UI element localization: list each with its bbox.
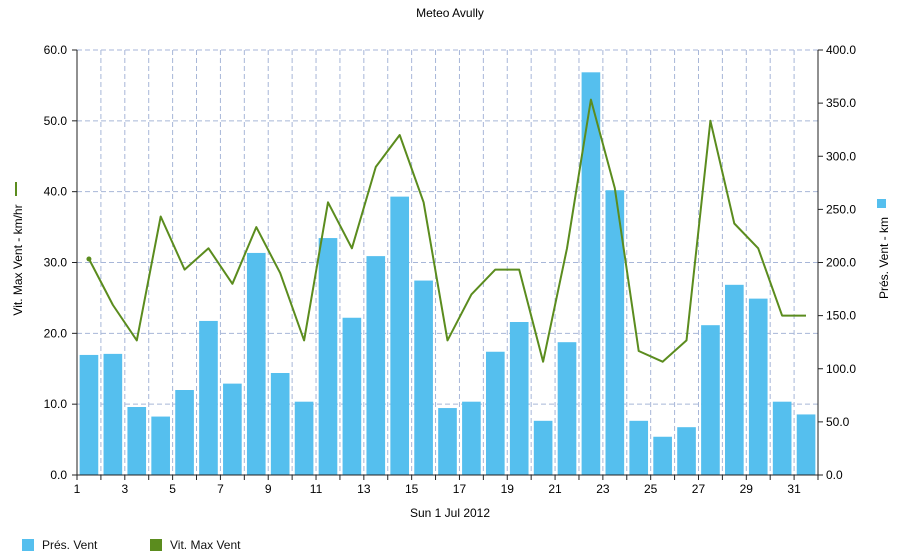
bar [246, 252, 266, 475]
y-axis-right-legend-mark [877, 199, 886, 208]
x-tick-label: 25 [644, 482, 658, 496]
y-right-tick-label: 300.0 [826, 149, 856, 163]
bar [725, 284, 744, 475]
y-left-tick-label: 50.0 [44, 114, 68, 128]
y-right-tick-label: 100.0 [826, 362, 856, 376]
bar [270, 373, 290, 475]
line-vit-max-vent [88, 98, 806, 363]
bar [175, 390, 194, 475]
x-tick-label: 19 [501, 482, 515, 496]
bar [127, 407, 147, 475]
axes [72, 49, 823, 480]
legend-swatch-pres-vent [22, 539, 34, 551]
y-left-tick-label: 20.0 [44, 326, 68, 340]
bar [223, 383, 242, 475]
grid [77, 49, 818, 475]
x-axis-label: Sun 1 Jul 2012 [410, 506, 490, 520]
y-right-tick-label: 0.0 [826, 468, 843, 482]
x-tick-label: 29 [740, 482, 754, 496]
y-right-tick-label: 150.0 [826, 309, 856, 323]
x-tick-label: 21 [548, 482, 562, 496]
y-axis-right-label: Prés. Vent - km [877, 217, 891, 299]
bar [199, 320, 218, 475]
tick-labels: 0.0 10.0 20.0 30.0 40.0 50.0 60.0 0.0 50.0 100.0 1… [44, 43, 857, 496]
chart-title: Meteo Avully [416, 6, 484, 20]
bar [581, 72, 601, 475]
bar [509, 322, 529, 475]
bar [294, 401, 314, 475]
bar [796, 414, 816, 475]
bar [653, 436, 672, 475]
x-tick-label: 15 [405, 482, 419, 496]
bar [103, 353, 123, 475]
bar [414, 280, 433, 475]
x-tick-label: 17 [453, 482, 467, 496]
bar [557, 342, 577, 475]
bar [462, 401, 481, 475]
legend-label-vit-max-vent: Vit. Max Vent [170, 538, 241, 552]
bar [772, 401, 792, 475]
x-tick-label: 23 [596, 482, 610, 496]
y-right-tick-label: 350.0 [826, 96, 856, 110]
line-series [86, 98, 806, 363]
bar-series [79, 72, 816, 475]
x-tick-label: 3 [121, 482, 128, 496]
x-tick-label: 9 [265, 482, 272, 496]
bar [390, 196, 410, 475]
bar [533, 420, 553, 475]
bar [318, 238, 338, 475]
y-axis-left-label: Vit. Max Vent - km/hr [11, 204, 25, 315]
bar [748, 298, 768, 475]
y-right-tick-label: 50.0 [826, 415, 850, 429]
y-left-tick-label: 0.0 [50, 468, 67, 482]
y-left-tick-label: 30.0 [44, 256, 68, 270]
bar [151, 416, 170, 475]
y-left-tick-label: 10.0 [44, 397, 68, 411]
bar [677, 427, 696, 475]
y-right-tick-label: 400.0 [826, 43, 856, 57]
y-right-tick-label: 200.0 [826, 256, 856, 270]
y-left-tick-label: 40.0 [44, 185, 68, 199]
bar [366, 256, 386, 475]
x-tick-label: 1 [74, 482, 81, 496]
bar [438, 408, 457, 475]
line-point-start [86, 256, 92, 262]
x-tick-label: 5 [169, 482, 176, 496]
legend-item-vit-max-vent: Vit. Max Vent [150, 538, 240, 552]
y-axis-right-label-group: Prés. Vent - km [877, 217, 891, 299]
y-right-tick-label: 250.0 [826, 202, 856, 216]
legend-swatch-vit-max-vent [150, 539, 162, 551]
y-axis-left-label-group: Vit. Max Vent - km/hr [11, 204, 25, 315]
x-tick-label: 11 [310, 482, 323, 496]
x-tick-label: 27 [692, 482, 706, 496]
bar [485, 351, 505, 475]
bar [629, 420, 649, 475]
legend-item-pres-vent: Prés. Vent [22, 538, 97, 552]
x-tick-label: 13 [357, 482, 371, 496]
x-tick-label: 31 [787, 482, 801, 496]
legend-label-pres-vent: Prés. Vent [42, 538, 98, 552]
y-left-tick-label: 60.0 [44, 43, 68, 57]
bar [79, 354, 99, 475]
x-tick-label: 7 [217, 482, 224, 496]
bar [342, 317, 362, 475]
bar [701, 325, 720, 475]
bar [605, 190, 625, 475]
